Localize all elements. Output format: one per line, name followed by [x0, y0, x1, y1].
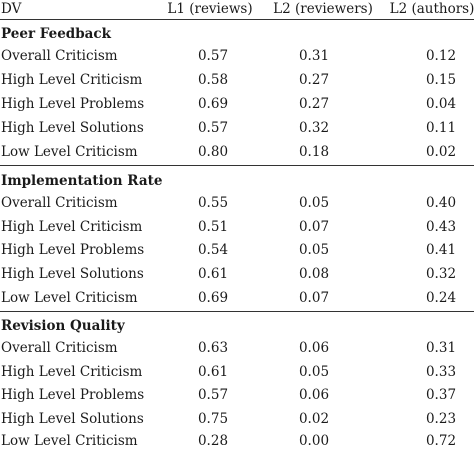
table-row: High Level Criticism 0.51 0.07 0.43 [0, 216, 474, 238]
cell-l2-authors: 0.43 [425, 219, 457, 235]
cell-l2-authors: 0.02 [425, 144, 457, 160]
cell-l1: 0.80 [197, 144, 229, 160]
row-label: High Level Problems [1, 242, 145, 258]
row-label: High Level Problems [1, 387, 145, 403]
row-label: High Level Solutions [1, 266, 144, 282]
cell-l2-authors: 0.41 [425, 242, 457, 258]
row-label: Overall Criticism [1, 340, 118, 356]
row-label: Low Level Criticism [1, 144, 138, 160]
cell-l1: 0.28 [197, 433, 229, 449]
header-dv: DV [1, 1, 22, 17]
row-label: Overall Criticism [1, 195, 118, 211]
section-rule [0, 165, 474, 166]
row-label: High Level Criticism [1, 364, 143, 380]
section-title: Implementation Rate [1, 173, 163, 189]
cell-l2-authors: 0.31 [425, 340, 457, 356]
table-row: High Level Problems 0.54 0.05 0.41 [0, 239, 474, 261]
table-row: High Level Criticism 0.58 0.27 0.15 [0, 69, 474, 91]
row-label: High Level Problems [1, 96, 145, 112]
table-header-row: DV L1 (reviews) L2 (reviewers) L2 (autho… [0, 0, 474, 20]
section-title: Revision Quality [1, 318, 125, 334]
cell-l2-reviewers: 0.06 [298, 340, 330, 356]
row-label: High Level Solutions [1, 411, 144, 427]
table-row: Overall Criticism 0.55 0.05 0.40 [0, 192, 474, 214]
cell-l1: 0.69 [197, 96, 229, 112]
cell-l1: 0.51 [197, 219, 229, 235]
row-label: High Level Criticism [1, 72, 143, 88]
row-label: High Level Criticism [1, 219, 143, 235]
cell-l2-reviewers: 0.05 [298, 195, 330, 211]
table-row: Low Level Criticism 0.69 0.07 0.24 [0, 287, 474, 309]
cell-l1: 0.57 [197, 120, 229, 136]
cell-l2-authors: 0.11 [425, 120, 457, 136]
cell-l2-reviewers: 0.31 [298, 48, 330, 64]
section-rule [0, 311, 474, 312]
cell-l1: 0.75 [197, 411, 229, 427]
cell-l2-reviewers: 0.02 [298, 411, 330, 427]
cell-l2-authors: 0.37 [425, 387, 457, 403]
cell-l2-reviewers: 0.32 [298, 120, 330, 136]
cell-l2-reviewers: 0.00 [298, 433, 330, 449]
table-row: Low Level Criticism 0.80 0.18 0.02 [0, 141, 474, 163]
cell-l2-reviewers: 0.05 [298, 242, 330, 258]
section-heading-row: Peer Feedback [0, 23, 474, 45]
row-label: Low Level Criticism [1, 290, 138, 306]
cell-l1: 0.61 [197, 364, 229, 380]
cell-l1: 0.57 [197, 48, 229, 64]
row-label: Overall Criticism [1, 48, 118, 64]
table-row: High Level Problems 0.69 0.27 0.04 [0, 93, 474, 115]
cell-l1: 0.54 [197, 242, 229, 258]
table-row: High Level Solutions 0.61 0.08 0.32 [0, 263, 474, 285]
table-row: Low Level Criticism 0.28 0.00 0.72 [0, 430, 474, 452]
header-rule [0, 19, 474, 20]
table-row: High Level Criticism 0.61 0.05 0.33 [0, 361, 474, 383]
cell-l2-reviewers: 0.27 [298, 96, 330, 112]
cell-l1: 0.63 [197, 340, 229, 356]
cell-l2-reviewers: 0.07 [298, 219, 330, 235]
cell-l2-authors: 0.32 [425, 266, 457, 282]
cell-l1: 0.55 [197, 195, 229, 211]
cell-l2-authors: 0.12 [425, 48, 457, 64]
cell-l2-reviewers: 0.18 [298, 144, 330, 160]
table-row: Overall Criticism 0.57 0.31 0.12 [0, 45, 474, 67]
cell-l2-reviewers: 0.06 [298, 387, 330, 403]
cell-l2-authors: 0.33 [425, 364, 457, 380]
section-title: Peer Feedback [1, 26, 112, 42]
cell-l2-reviewers: 0.08 [298, 266, 330, 282]
row-label: High Level Solutions [1, 120, 144, 136]
cell-l2-authors: 0.15 [425, 72, 457, 88]
cell-l1: 0.69 [197, 290, 229, 306]
header-l1-reviews: L1 (reviews) [167, 1, 253, 17]
cell-l2-authors: 0.23 [425, 411, 457, 427]
cell-l1: 0.61 [197, 266, 229, 282]
cell-l2-reviewers: 0.07 [298, 290, 330, 306]
header-l2-authors: L2 (authors) [389, 1, 474, 17]
section-heading-row: Implementation Rate [0, 170, 474, 192]
header-l2-reviewers: L2 (reviewers) [273, 1, 373, 17]
cell-l1: 0.58 [197, 72, 229, 88]
section-heading-row: Revision Quality [0, 315, 474, 337]
cell-l2-authors: 0.04 [425, 96, 457, 112]
cell-l2-reviewers: 0.05 [298, 364, 330, 380]
cell-l1: 0.57 [197, 387, 229, 403]
cell-l2-authors: 0.40 [425, 195, 457, 211]
cell-l2-authors: 0.72 [425, 433, 457, 449]
table-row: High Level Solutions 0.75 0.02 0.23 [0, 408, 474, 430]
cell-l2-authors: 0.24 [425, 290, 457, 306]
table-row: High Level Problems 0.57 0.06 0.37 [0, 384, 474, 406]
cell-l2-reviewers: 0.27 [298, 72, 330, 88]
table-row: Overall Criticism 0.63 0.06 0.31 [0, 337, 474, 359]
table-row: High Level Solutions 0.57 0.32 0.11 [0, 117, 474, 139]
row-label: Low Level Criticism [1, 433, 138, 449]
